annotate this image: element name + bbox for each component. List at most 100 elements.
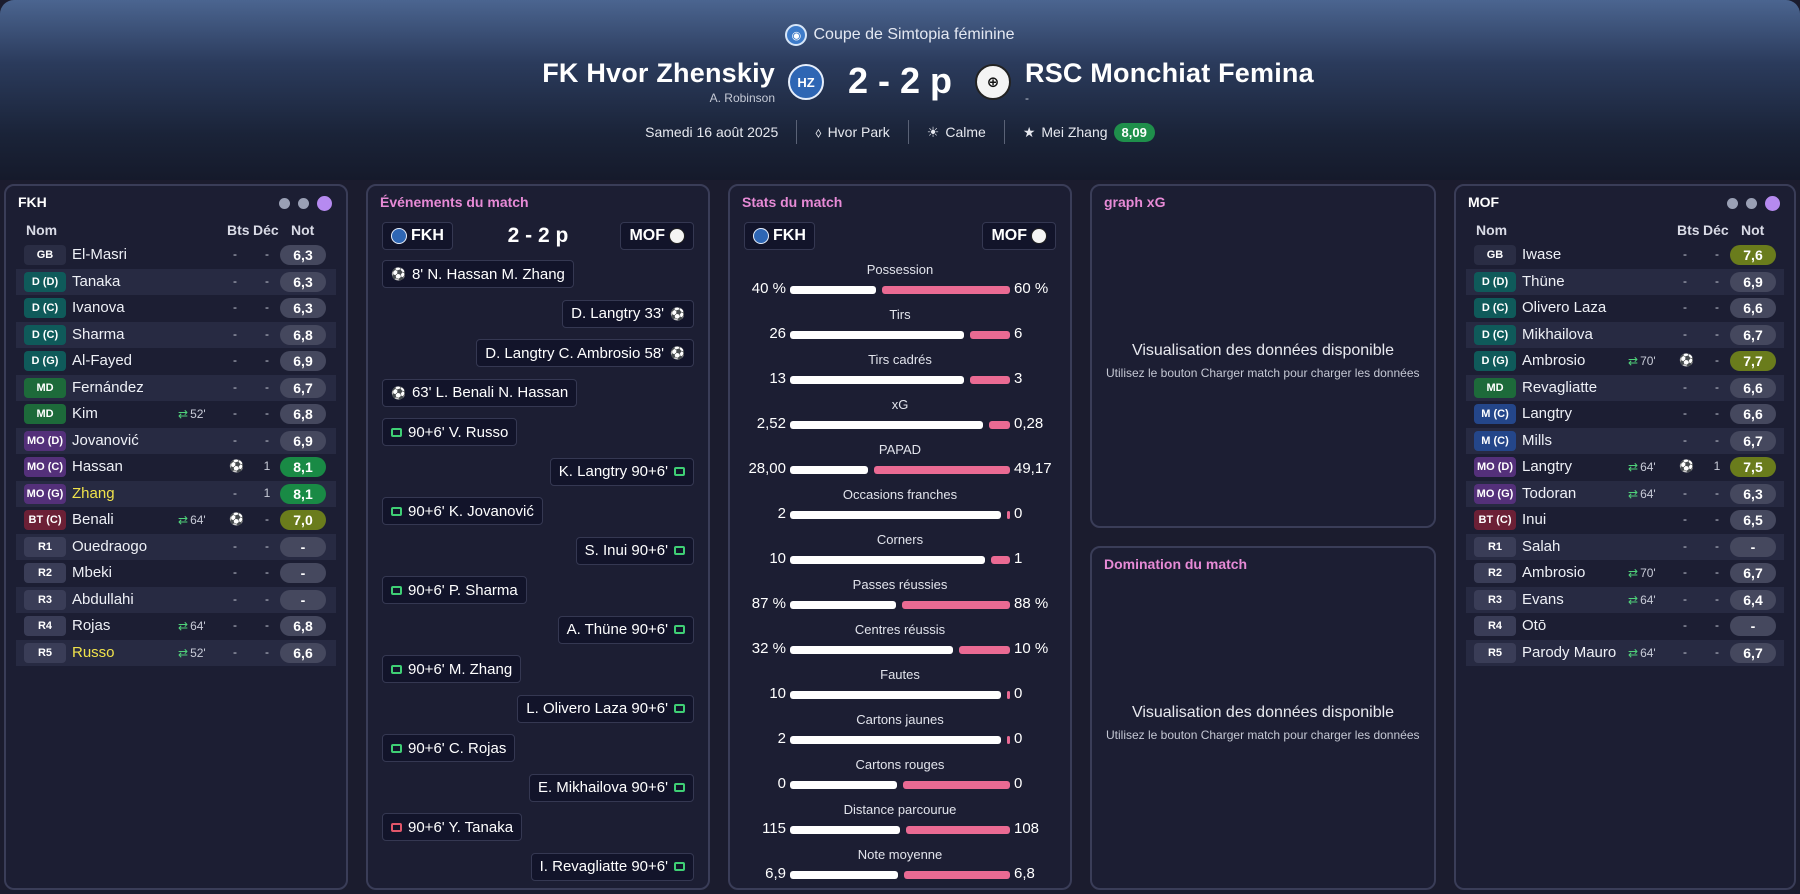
- event-pen[interactable]: 90+6' M. Zhang: [382, 655, 522, 683]
- player-row[interactable]: GB El-Masri - -6,3: [16, 242, 336, 268]
- player-name[interactable]: Mbeki: [72, 564, 113, 581]
- player-row[interactable]: BT (C) Inui - -6,5: [1466, 507, 1784, 533]
- player-name[interactable]: Otō: [1522, 617, 1547, 634]
- player-row[interactable]: D (D) Thüne - -6,9: [1466, 268, 1784, 295]
- view-dot[interactable]: [1746, 198, 1757, 209]
- event-pen[interactable]: 90+6' P. Sharma: [382, 576, 527, 604]
- player-name[interactable]: Mikhailova: [1522, 325, 1593, 343]
- player-name[interactable]: Rojas: [72, 617, 111, 634]
- player-name[interactable]: Mills: [1522, 431, 1552, 449]
- player-name[interactable]: Hassan: [72, 458, 123, 475]
- player-name[interactable]: Evans: [1522, 590, 1564, 608]
- player-name[interactable]: Revagliatte: [1522, 378, 1598, 396]
- player-name[interactable]: Todoran: [1522, 484, 1577, 502]
- player-row[interactable]: MO (G) Todoran ⇄ 64' - -6,3: [1466, 480, 1784, 507]
- player-row[interactable]: MD Fernández - -6,7: [16, 374, 336, 401]
- view-dot[interactable]: [1727, 198, 1738, 209]
- player-name[interactable]: Tanaka: [72, 272, 121, 290]
- event-pen[interactable]: E. Mikhailova 90+6': [528, 773, 694, 802]
- player-row[interactable]: R3 Abdullahi - - -: [16, 586, 336, 613]
- home-manager[interactable]: A. Robinson: [709, 91, 775, 105]
- home-team-name[interactable]: FK Hvor Zhenskiy: [542, 58, 775, 88]
- view-dot-active[interactable]: [1765, 196, 1780, 211]
- substitution: ⇄ 64': [178, 513, 206, 527]
- player-row[interactable]: D (G) Al-Fayed - -6,9: [16, 348, 336, 374]
- player-row[interactable]: GB Iwase - -7,6: [1466, 242, 1784, 268]
- event-pen[interactable]: I. Revagliatte 90+6': [530, 852, 694, 881]
- view-dot[interactable]: [298, 198, 309, 209]
- event-pen[interactable]: 90+6' V. Russo: [382, 418, 518, 446]
- event-pen[interactable]: 90+6' K. Jovanović: [382, 497, 543, 525]
- player-row[interactable]: R1 Ouedraogo - - -: [16, 533, 336, 560]
- player-name[interactable]: Inui: [1522, 511, 1547, 528]
- player-row[interactable]: D (G) Ambrosio ⇄ 70' ⚽ -7,7: [1466, 348, 1784, 374]
- player-name[interactable]: Abdullahi: [72, 590, 134, 608]
- player-name[interactable]: Ouedraogo: [72, 537, 148, 555]
- player-name[interactable]: Kim: [72, 405, 98, 422]
- player-row[interactable]: D (C) Sharma - -6,8: [16, 321, 336, 348]
- event-pen[interactable]: A. Thüne 90+6': [557, 615, 694, 644]
- player-name[interactable]: Sharma: [72, 325, 125, 343]
- player-row[interactable]: MD Kim ⇄ 52' - -6,8: [16, 401, 336, 427]
- player-row[interactable]: R1 Salah - - -: [1466, 533, 1784, 560]
- event-pen[interactable]: L. Olivero Laza 90+6': [517, 694, 694, 723]
- match-venue[interactable]: ⬨ Hvor Park: [815, 123, 890, 141]
- player-row[interactable]: R4 Rojas ⇄ 64' - -6,8: [16, 613, 336, 639]
- event-pen[interactable]: K. Langtry 90+6': [549, 457, 694, 486]
- player-name[interactable]: Benali: [72, 511, 114, 528]
- player-row[interactable]: M (C) Langtry - -6,6: [1466, 401, 1784, 427]
- player-name[interactable]: Parody Mauro: [1522, 643, 1617, 661]
- player-row[interactable]: MO (C) Hassan ⚽ 1 8,1: [16, 454, 336, 480]
- event-goal[interactable]: ⚽ 63' L. Benali N. Hassan: [382, 378, 578, 407]
- view-dot[interactable]: [279, 198, 290, 209]
- player-row[interactable]: R4 Otō - - -: [1466, 613, 1784, 639]
- player-row[interactable]: R5 Parody Mauro ⇄ 64' - -6,7: [1466, 639, 1784, 666]
- player-name[interactable]: Russo: [72, 643, 115, 661]
- player-row[interactable]: MO (D) Langtry ⇄ 64' ⚽ 1 7,5: [1466, 454, 1784, 480]
- player-name[interactable]: Iwase: [1522, 246, 1562, 263]
- player-row[interactable]: R3 Evans ⇄ 64' - -6,4: [1466, 586, 1784, 613]
- player-name[interactable]: Al-Fayed: [72, 352, 133, 369]
- player-name[interactable]: Jovanović: [72, 431, 139, 449]
- player-name[interactable]: Ambrosio: [1522, 564, 1586, 581]
- player-row[interactable]: D (C) Ivanova - -6,3: [16, 295, 336, 321]
- away-team-name[interactable]: RSC Monchiat Femina: [1025, 58, 1314, 88]
- player-name[interactable]: Langtry: [1522, 458, 1573, 475]
- home-team-chip[interactable]: FKH: [744, 222, 815, 250]
- player-name[interactable]: El-Masri: [72, 246, 127, 263]
- home-team-chip[interactable]: FKH: [382, 222, 453, 250]
- position-badge: MD: [24, 377, 66, 398]
- player-row[interactable]: D (D) Tanaka - -6,3: [16, 268, 336, 295]
- away-team[interactable]: RSC Monchiat Femina -: [1025, 58, 1314, 105]
- player-name[interactable]: Zhang: [72, 484, 115, 502]
- player-row[interactable]: BT (C) Benali ⇄ 64' ⚽ -7,0: [16, 507, 336, 533]
- event-penmiss[interactable]: 90+6' Y. Tanaka: [382, 813, 523, 841]
- competition[interactable]: ◉ Coupe de Simtopia féminine: [0, 24, 1800, 46]
- player-of-match[interactable]: ★ Mei Zhang 8,09: [1005, 122, 1173, 142]
- event-pen[interactable]: 90+6' C. Rojas: [382, 734, 516, 762]
- player-row[interactable]: MO (D) Jovanović - -6,9: [16, 427, 336, 454]
- player-name[interactable]: Ambrosio: [1522, 352, 1586, 369]
- player-name[interactable]: Salah: [1522, 537, 1561, 555]
- player-row[interactable]: MD Revagliatte - -6,6: [1466, 374, 1784, 401]
- player-name[interactable]: Langtry: [1522, 405, 1573, 422]
- player-row[interactable]: R2 Mbeki - - -: [16, 560, 336, 586]
- player-row[interactable]: R2 Ambrosio ⇄ 70' - -6,7: [1466, 560, 1784, 586]
- player-name[interactable]: Olivero Laza: [1522, 299, 1607, 316]
- player-row[interactable]: D (C) Olivero Laza - -6,6: [1466, 295, 1784, 321]
- player-name[interactable]: Ivanova: [72, 299, 125, 316]
- home-team[interactable]: FK Hvor Zhenskiy A. Robinson: [542, 58, 775, 105]
- event-goal[interactable]: ⚽ 8' N. Hassan M. Zhang: [382, 260, 574, 288]
- away-team-chip[interactable]: MOF: [620, 222, 694, 250]
- player-name[interactable]: Fernández: [72, 378, 144, 396]
- event-goal[interactable]: D. Langtry 33' ⚽: [562, 299, 694, 328]
- event-goal[interactable]: D. Langtry C. Ambrosio 58' ⚽: [476, 339, 694, 367]
- player-row[interactable]: D (C) Mikhailova - -6,7: [1466, 321, 1784, 348]
- player-row[interactable]: R5 Russo ⇄ 52' - -6,6: [16, 639, 336, 666]
- away-team-chip[interactable]: MOF: [982, 222, 1056, 250]
- player-row[interactable]: M (C) Mills - -6,7: [1466, 427, 1784, 454]
- player-row[interactable]: MO (G) Zhang - 1 8,1: [16, 480, 336, 507]
- event-pen[interactable]: S. Inui 90+6': [575, 536, 694, 565]
- player-name[interactable]: Thüne: [1522, 272, 1565, 290]
- view-dot-active[interactable]: [317, 196, 332, 211]
